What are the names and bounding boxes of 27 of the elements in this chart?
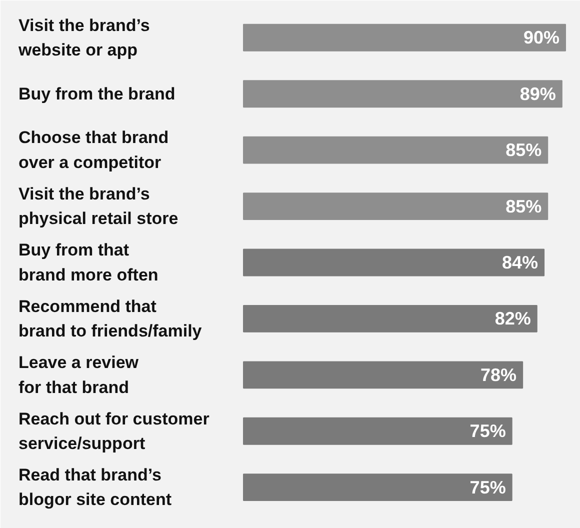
y-tick-label: Choose that brand over a competitor	[18, 128, 169, 172]
bar	[243, 304, 538, 332]
bar	[243, 474, 512, 502]
y-tick-label: Buy from that brand more often	[18, 240, 158, 284]
y-tick-label: Visit the brand’s physical retail store	[18, 184, 178, 228]
y-tick-label: Read that brand’s blogor site content	[18, 465, 172, 510]
data-label: 75%	[470, 477, 506, 498]
bar	[243, 417, 512, 445]
data-label: 85%	[506, 196, 542, 216]
data-label: 85%	[506, 140, 542, 160]
y-tick-label: Reach out for customer service/support	[18, 409, 210, 453]
bar	[243, 361, 524, 389]
data-label: 84%	[502, 252, 538, 272]
y-tick-label: Leave a review for that brand	[18, 353, 140, 397]
y-tick-label: Visit the brand’s website or app	[18, 16, 150, 60]
bar	[243, 192, 548, 220]
data-label: 89%	[520, 84, 556, 104]
data-label: 75%	[470, 421, 506, 442]
bar	[243, 24, 566, 52]
data-label: 78%	[480, 364, 517, 385]
y-tick-label: Buy from the brand	[18, 84, 176, 104]
bar	[243, 248, 545, 276]
data-label: 90%	[523, 28, 560, 48]
y-tick-label: Recommend that brand to friends/family	[18, 296, 202, 341]
bar	[243, 136, 548, 164]
bar	[243, 80, 562, 108]
data-label: 82%	[494, 308, 531, 329]
